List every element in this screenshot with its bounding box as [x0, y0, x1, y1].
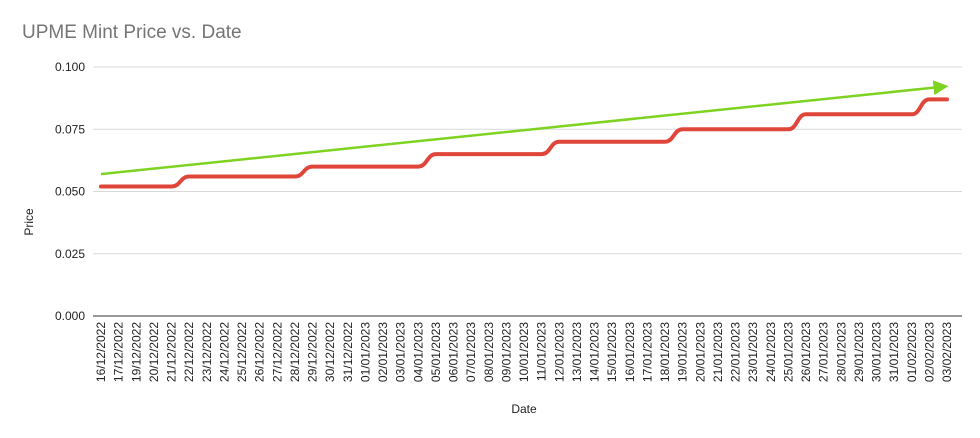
- x-tick-label: 05/01/2023: [429, 322, 443, 382]
- y-axis-label: Price: [22, 208, 36, 236]
- x-tick-label: 03/02/2023: [940, 322, 954, 382]
- x-tick-label: 07/01/2023: [464, 322, 478, 382]
- x-tick-label: 19/12/2022: [129, 322, 143, 382]
- x-tick-label: 17/12/2022: [112, 322, 126, 382]
- x-tick-label: 17/01/2023: [640, 322, 654, 382]
- series-line: [99, 97, 949, 189]
- x-tick-label: 09/01/2023: [499, 322, 513, 382]
- x-tick-label: 21/01/2023: [711, 322, 725, 382]
- x-tick-label: 29/12/2022: [306, 322, 320, 382]
- x-tick-label: 24/12/2022: [217, 322, 231, 382]
- x-tick-label: 03/01/2023: [394, 322, 408, 382]
- x-axis-label: Date: [511, 402, 537, 416]
- gridlines: [93, 66, 962, 317]
- x-tick-label: 23/12/2022: [200, 322, 214, 382]
- y-tick-label: 0.000: [55, 309, 85, 323]
- trend-arrow: [100, 80, 949, 176]
- y-tick-label: 0.075: [55, 122, 85, 136]
- x-tick-label: 02/02/2023: [922, 322, 936, 382]
- x-tick-label: 19/01/2023: [676, 322, 690, 382]
- x-tick-label: 11/01/2023: [535, 322, 549, 381]
- x-tick-label: 15/01/2023: [605, 322, 619, 382]
- x-tick-label: 29/01/2023: [852, 322, 866, 382]
- x-tick-label: 01/01/2023: [358, 322, 372, 382]
- x-tick-label: 25/12/2022: [235, 322, 249, 382]
- y-tick-label: 0.050: [55, 185, 85, 199]
- x-tick-label: 02/01/2023: [376, 322, 390, 382]
- x-tick-label: 27/12/2022: [270, 322, 284, 382]
- x-tick-label: 31/12/2022: [341, 322, 355, 382]
- x-tick-label: 27/01/2023: [817, 322, 831, 382]
- x-tick-label: 08/01/2023: [482, 322, 496, 382]
- x-tick-label: 12/01/2023: [552, 322, 566, 382]
- x-tick-label: 13/01/2023: [570, 322, 584, 382]
- x-tick-label: 18/01/2023: [658, 322, 672, 382]
- x-tick-label: 10/01/2023: [517, 322, 531, 382]
- x-tick-label: 01/02/2023: [905, 322, 919, 382]
- series-lines: [99, 97, 949, 189]
- x-tick-label: 23/01/2023: [746, 322, 760, 382]
- y-axis-ticks: 0.000 0.025 0.050 0.075 0.100: [55, 60, 85, 323]
- x-tick-label: 31/01/2023: [887, 322, 901, 382]
- y-tick-label: 0.100: [55, 60, 85, 74]
- x-tick-label: 22/12/2022: [182, 322, 196, 382]
- x-tick-label: 14/01/2023: [588, 322, 602, 382]
- y-tick-label: 0.025: [55, 247, 85, 261]
- x-tick-label: 26/01/2023: [799, 322, 813, 382]
- annotations: [100, 80, 949, 176]
- x-tick-label: 24/01/2023: [764, 322, 778, 382]
- x-tick-label: 21/12/2022: [165, 322, 179, 382]
- x-tick-label: 04/01/2023: [411, 322, 425, 382]
- x-tick-label: 30/01/2023: [870, 322, 884, 382]
- x-tick-label: 06/01/2023: [447, 322, 461, 382]
- chart-title: UPME Mint Price vs. Date: [22, 22, 242, 43]
- x-tick-label: 25/01/2023: [781, 322, 795, 382]
- x-tick-label: 22/01/2023: [729, 322, 743, 382]
- x-tick-label: 20/01/2023: [693, 322, 707, 382]
- x-tick-label: 20/12/2022: [147, 322, 161, 382]
- x-tick-label: 26/12/2022: [253, 322, 267, 382]
- x-tick-label: 30/12/2022: [323, 322, 337, 382]
- x-tick-label: 16/12/2022: [94, 322, 108, 382]
- x-tick-label: 28/01/2023: [834, 322, 848, 382]
- x-tick-label: 16/01/2023: [623, 322, 637, 382]
- x-axis-ticks: 16/12/2022 17/12/2022 19/12/2022 20/12/2022…: [94, 322, 954, 382]
- x-tick-label: 28/12/2022: [288, 322, 302, 382]
